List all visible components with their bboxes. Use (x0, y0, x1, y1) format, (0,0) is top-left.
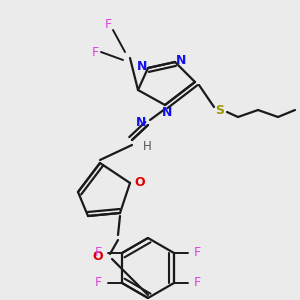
Text: F: F (194, 247, 201, 260)
Text: O: O (93, 250, 103, 262)
Text: H: H (142, 140, 152, 154)
Text: N: N (136, 116, 146, 128)
Text: S: S (215, 103, 224, 116)
Text: N: N (137, 59, 147, 73)
Text: F: F (194, 277, 201, 290)
Text: N: N (176, 53, 186, 67)
Text: F: F (95, 277, 102, 290)
Text: F: F (104, 19, 112, 32)
Text: F: F (95, 247, 102, 260)
Text: F: F (92, 46, 99, 59)
Text: N: N (162, 106, 172, 119)
Text: O: O (135, 176, 145, 190)
